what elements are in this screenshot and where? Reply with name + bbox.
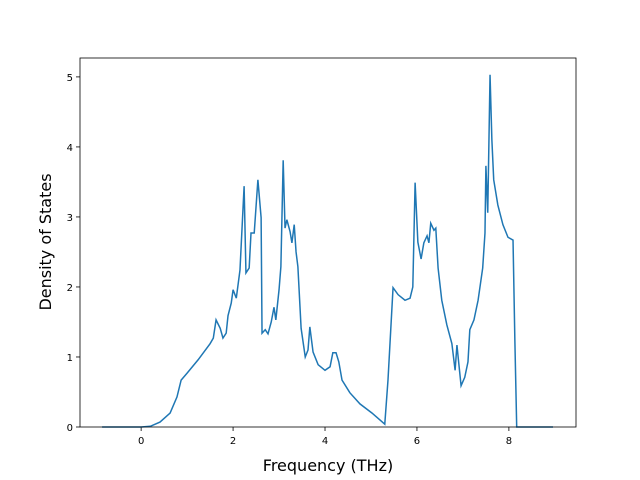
x-tick-label: 0 [138,436,144,447]
y-tick-label: 2 [67,283,73,294]
y-tick-label: 1 [67,353,73,364]
y-tick-label: 3 [67,213,73,224]
x-tick-label: 6 [414,436,420,447]
y-tick-label: 4 [67,143,73,154]
y-tick-label: 5 [67,73,73,84]
x-tick-label: 2 [230,436,236,447]
axes-frame [79,57,577,428]
y-axis-label: Density of States [36,173,55,310]
line [102,74,554,428]
x-tick-label: 4 [322,436,328,447]
x-tick-label: 8 [506,436,512,447]
x-axis-label: Frequency (THz) [263,456,393,475]
y-tick-label: 0 [67,423,73,434]
